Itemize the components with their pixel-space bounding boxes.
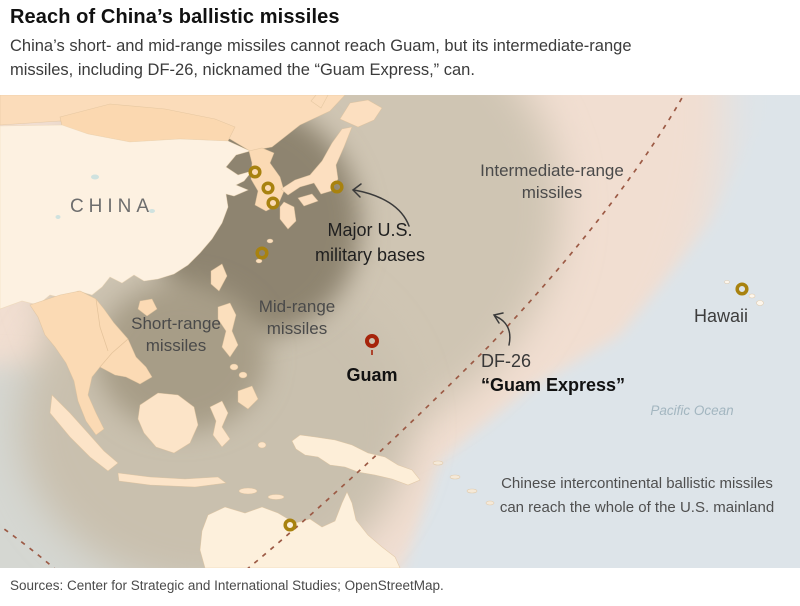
- label-short-range-2: missiles: [146, 336, 206, 355]
- source-note: Sources: Center for Strategic and Intern…: [10, 578, 444, 593]
- landmass-new-guinea: [291, 434, 421, 486]
- us-base-korea-central-marker: [261, 181, 275, 195]
- landmass-kyushu: [279, 201, 297, 230]
- landmass-hokkaido: [339, 99, 383, 128]
- landmass-luzon: [217, 302, 239, 358]
- landmass-ryukyu: [255, 258, 263, 264]
- landmass-layer: [0, 95, 764, 568]
- label-us-bases-2: military bases: [315, 245, 425, 265]
- label-intermediate-range-1: Intermediate-range: [480, 161, 624, 180]
- landmass-sakhalin: [310, 95, 329, 109]
- landmass-sumatra: [49, 394, 119, 472]
- landmass-hainan: [137, 298, 158, 317]
- header: Reach of China’s ballistic missiles Chin…: [0, 0, 800, 83]
- landmass-moluccas: [257, 441, 267, 449]
- landmass-sulawesi: [209, 400, 231, 448]
- us-bases-arrowhead: [351, 183, 362, 198]
- label-intermediate-range-2: missiles: [522, 183, 582, 202]
- page-title: Reach of China’s ballistic missiles: [10, 6, 340, 28]
- landmass-solomons-3: [466, 488, 478, 494]
- subtitle: China’s short- and mid-range missiles ca…: [10, 35, 788, 83]
- landmass-australia: [199, 491, 401, 568]
- subtitle-line-1: China’s short- and mid-range missiles ca…: [10, 37, 632, 55]
- landmass-java: [117, 472, 227, 488]
- label-mid-range-1: Mid-range: [259, 297, 336, 316]
- landmass-solomons-1: [432, 460, 444, 466]
- us-base-korea-north-marker: [248, 165, 262, 179]
- landmass-honshu: [280, 126, 353, 196]
- label-icbm-note-2: can reach the whole of the U.S. mainland: [500, 499, 774, 516]
- label-mid-range-2: missiles: [267, 319, 327, 338]
- landmass-solomons-4: [485, 500, 495, 506]
- subtitle-line-2: missiles, including DF-26, nicknamed the…: [10, 60, 475, 79]
- landmass-timor: [238, 487, 258, 495]
- landmass-solomons-2: [449, 474, 461, 480]
- label-china: CHINA: [70, 196, 154, 217]
- arrow-layer: [351, 183, 511, 346]
- landmass-visayas-2: [238, 371, 248, 379]
- landmass-hawaii-3: [756, 300, 764, 306]
- lake-china-2: [149, 209, 155, 213]
- landmass-taiwan: [210, 263, 228, 292]
- lake-china-3: [55, 215, 61, 219]
- landmass-borneo: [137, 392, 199, 454]
- us-base-japan-marker: [330, 180, 344, 194]
- us-base-okinawa-marker: [255, 246, 269, 260]
- map-canvas: CHINA Short-range missiles Mid-range mis…: [0, 95, 800, 568]
- landmass-okinawa: [266, 238, 274, 244]
- label-pacific-ocean: Pacific Ocean: [650, 403, 733, 418]
- landmass-indochina: [29, 290, 153, 436]
- df26-arrowhead: [492, 312, 504, 324]
- label-hawaii: Hawaii: [694, 306, 748, 326]
- label-us-bases-1: Major U.S.: [327, 220, 412, 240]
- us-base-korea-south-marker: [266, 196, 280, 210]
- label-icbm-note-1: Chinese intercontinental ballistic missi…: [501, 475, 773, 492]
- df26-range-ring: [0, 95, 685, 568]
- label-guam-express: “Guam Express”: [481, 375, 625, 395]
- us-bases-arrow: [353, 189, 410, 227]
- df26-arrow: [494, 315, 511, 346]
- label-df26: DF-26: [481, 351, 531, 371]
- landmass-shikoku: [297, 193, 319, 207]
- label-guam: Guam: [346, 365, 397, 385]
- landmass-hawaii-2: [748, 293, 756, 299]
- markers-layer: [248, 165, 749, 532]
- label-short-range-1: Short-range: [131, 314, 221, 333]
- landmass-hawaii-1: [724, 280, 730, 284]
- icbm-ocean-region: [404, 95, 800, 568]
- landmass-flores: [267, 494, 285, 500]
- us-base-australia-marker: [283, 518, 297, 532]
- lake-china-1: [91, 174, 99, 180]
- df26-range-ring-west: [0, 524, 56, 568]
- map: CHINA Short-range missiles Mid-range mis…: [0, 95, 800, 568]
- df26-range-ring-east: [247, 95, 685, 568]
- landmass-mindanao: [237, 385, 259, 410]
- us-base-hawaii-marker: [735, 282, 749, 296]
- landmass-visayas-1: [229, 363, 239, 371]
- guam-marker: [365, 334, 379, 348]
- border-indochina: [95, 298, 129, 368]
